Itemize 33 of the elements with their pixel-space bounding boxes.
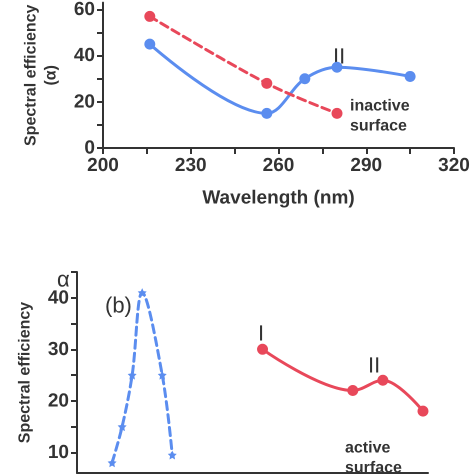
annotation: I bbox=[258, 320, 264, 346]
annotation: (b) bbox=[105, 292, 132, 318]
point bbox=[257, 344, 268, 355]
point bbox=[417, 406, 428, 417]
point bbox=[377, 374, 388, 386]
point bbox=[261, 78, 272, 89]
x-tick-label: 260 bbox=[262, 155, 294, 176]
y-tick-label: 60 bbox=[74, 0, 95, 20]
y-tick-label: 20 bbox=[74, 91, 95, 112]
y-tick-label: 10 bbox=[48, 442, 69, 463]
point bbox=[144, 10, 156, 22]
annotation: II bbox=[368, 352, 380, 378]
point bbox=[261, 108, 272, 119]
point bbox=[158, 370, 167, 380]
y-axis-title: Spectral efficiency (α) bbox=[22, 4, 60, 146]
point bbox=[138, 288, 147, 298]
y-tick-label: 40 bbox=[74, 45, 95, 66]
y-tick-label: 30 bbox=[48, 338, 69, 360]
x-axis-title: Wavelength (nm) bbox=[202, 188, 355, 208]
annotation: II bbox=[333, 44, 346, 68]
x-tick-label: 290 bbox=[350, 155, 382, 176]
y-axis-title: Spectral efficiency bbox=[16, 302, 34, 444]
point bbox=[404, 70, 416, 82]
point bbox=[332, 108, 342, 119]
point bbox=[144, 38, 156, 50]
point bbox=[108, 458, 117, 468]
y-tick-label: 20 bbox=[48, 390, 69, 412]
x-tick-label: 320 bbox=[438, 155, 470, 176]
point bbox=[299, 73, 310, 84]
point bbox=[168, 450, 177, 460]
point bbox=[347, 385, 358, 396]
annotation: inactive surface bbox=[350, 98, 414, 134]
x-tick-label: 230 bbox=[174, 155, 207, 176]
